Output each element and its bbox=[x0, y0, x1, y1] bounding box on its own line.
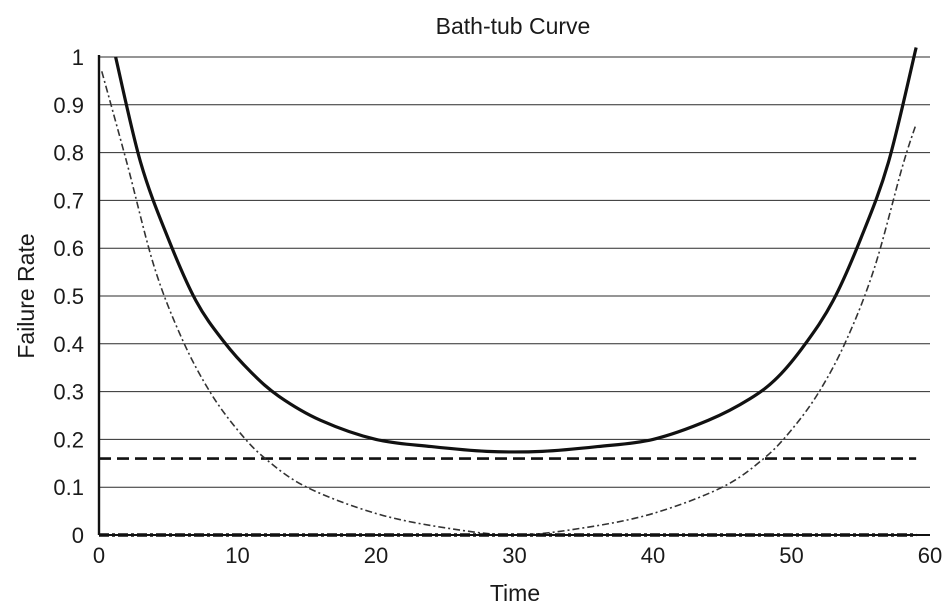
y-tick-label: 0.6 bbox=[53, 236, 84, 261]
x-axis-label: Time bbox=[490, 580, 540, 605]
x-tick-label: 20 bbox=[364, 543, 388, 568]
axes bbox=[97, 55, 930, 536]
y-tick-labels: 0 0.1 0.2 0.3 0.4 0.5 0.6 0.7 0.8 0.9 1 bbox=[53, 45, 84, 548]
y-tick-label: 0.9 bbox=[53, 93, 84, 118]
y-tick-label: 0.2 bbox=[53, 427, 84, 452]
x-tick-label: 10 bbox=[225, 543, 249, 568]
y-tick-label: 1 bbox=[72, 45, 84, 70]
x-tick-label: 0 bbox=[93, 543, 105, 568]
series-group bbox=[99, 47, 918, 537]
x-tick-label: 40 bbox=[641, 543, 665, 568]
grid-lines bbox=[99, 56, 930, 488]
y-tick-label: 0.1 bbox=[53, 475, 84, 500]
x-tick-labels: 0 10 20 30 40 50 60 bbox=[93, 543, 942, 568]
series-line-solid bbox=[114, 47, 918, 454]
x-tick-label: 30 bbox=[502, 543, 526, 568]
y-tick-label: 0.3 bbox=[53, 380, 84, 405]
y-tick-label: 0.4 bbox=[53, 332, 84, 357]
x-tick-label: 50 bbox=[779, 543, 803, 568]
chart-title: Bath-tub Curve bbox=[436, 13, 591, 39]
y-axis-label: Failure Rate bbox=[13, 233, 39, 358]
y-tick-label: 0.8 bbox=[53, 141, 84, 166]
y-tick-label: 0.7 bbox=[53, 188, 84, 213]
y-tick-label: 0 bbox=[72, 523, 84, 548]
y-tick-label: 0.5 bbox=[53, 284, 84, 309]
x-tick-label: 60 bbox=[918, 543, 942, 568]
series-line-dash-dot bbox=[100, 71, 917, 536]
